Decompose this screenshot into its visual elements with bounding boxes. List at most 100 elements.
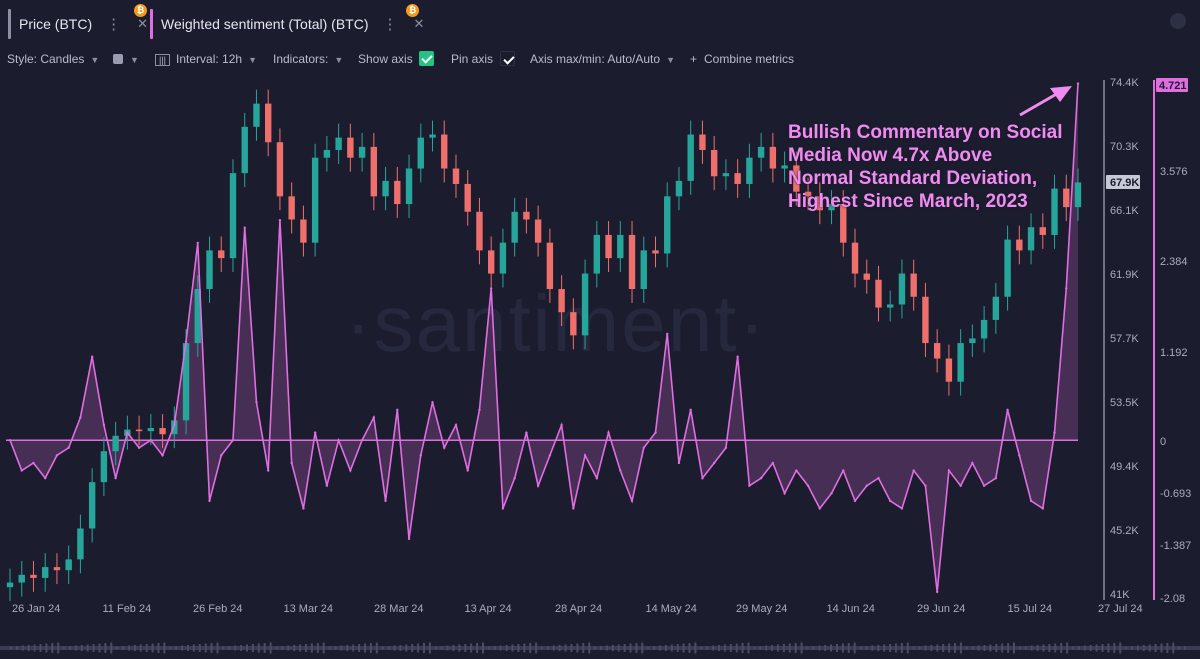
color-dropdown[interactable]: ▼	[124, 52, 139, 66]
price-candle	[6, 568, 14, 602]
price-candle	[769, 132, 777, 183]
candle-body	[358, 146, 366, 158]
navigator-bar	[706, 646, 709, 650]
candle-body	[476, 211, 483, 251]
scrollbar-strip[interactable]	[0, 632, 1200, 659]
candle-body	[487, 250, 495, 274]
settings-toggle-icon[interactable]	[1170, 13, 1186, 29]
price-candle	[206, 236, 213, 303]
price-candle	[77, 514, 84, 574]
price-candle	[1027, 213, 1035, 265]
price-candle	[628, 221, 636, 303]
candle-body	[300, 219, 307, 243]
navigator-bar	[452, 645, 455, 651]
price-candle	[781, 151, 788, 183]
candle-body	[804, 191, 812, 197]
navigator-bar	[387, 646, 390, 650]
sentiment-point	[161, 454, 164, 457]
price-candle	[194, 275, 201, 357]
sentiment-point	[842, 469, 845, 472]
navigator-bar	[411, 644, 414, 652]
navigator-bar	[1048, 644, 1051, 652]
price-candle	[487, 236, 495, 288]
navigator-bar	[936, 644, 939, 652]
tab-weighted-sentiment[interactable]: Weighted sentiment (Total) (BTC) ⋮ ✕	[150, 8, 424, 40]
navigator-bar	[340, 645, 343, 651]
navigator-bar	[924, 645, 927, 651]
show-axis-checkbox[interactable]	[419, 51, 434, 66]
navigator-bar	[128, 645, 130, 651]
sentiment-point	[583, 454, 587, 457]
price-candle	[229, 159, 237, 273]
current-sentiment-label: 4.721	[1159, 80, 1187, 92]
price-candle	[887, 290, 894, 322]
candle-body	[464, 183, 471, 212]
annotation-arrow	[1019, 86, 1072, 117]
navigator-bar	[346, 645, 349, 651]
annotation-line: Normal Standard Deviation,	[788, 168, 1038, 189]
navigator-bar	[381, 646, 384, 650]
navigator-bar	[434, 646, 437, 650]
candle-body	[182, 343, 190, 421]
navigator-bar	[959, 642, 962, 654]
navigator-bar	[818, 645, 821, 651]
more-options-icon[interactable]: ⋮	[382, 16, 398, 33]
indicators-dropdown[interactable]: Indicators: ▼	[273, 52, 343, 66]
sentiment-point	[431, 401, 434, 404]
x-tick-label: 27 Jul 24	[1098, 603, 1143, 615]
navigator-bar	[1172, 642, 1175, 654]
navigator-bar	[1013, 642, 1015, 654]
axis-maxmin-dropdown[interactable]: Axis max/min: Auto/Auto ▼	[530, 52, 675, 66]
candle-body	[1039, 227, 1046, 235]
navigator-bar	[853, 642, 856, 654]
navigator-bar	[942, 644, 945, 652]
interval-label: Interval: 12h	[176, 52, 243, 66]
axis-maxmin-label: Axis max/min: Auto/Auto	[530, 52, 661, 66]
price-tick-label: 45.2K	[1110, 525, 1139, 537]
close-icon[interactable]: ✕	[137, 16, 149, 31]
navigator-bar	[33, 644, 36, 652]
sentiment-point	[736, 355, 739, 358]
navigator-bar	[216, 642, 219, 654]
price-candle	[159, 414, 166, 449]
candle-body	[206, 250, 213, 290]
combine-metrics-button[interactable]: + Combine metrics	[690, 52, 794, 66]
sentiment-point	[654, 431, 657, 434]
price-candle	[793, 151, 800, 206]
navigator-bar	[836, 644, 838, 652]
more-options-icon[interactable]: ⋮	[106, 16, 122, 33]
pin-axis-checkbox[interactable]	[500, 51, 515, 66]
style-dropdown[interactable]: Style: Candles ▼	[7, 52, 99, 66]
sentiment-point	[266, 469, 270, 472]
tab-label: Weighted sentiment (Total) (BTC)	[161, 16, 369, 32]
navigator-bar	[198, 644, 201, 652]
sentiment-point	[102, 423, 106, 427]
candle-body	[933, 343, 941, 359]
navigator-bar	[98, 643, 101, 653]
navigator-bar	[21, 645, 24, 651]
x-tick-label: 15 Jul 24	[1008, 603, 1053, 615]
navigator-bar	[759, 646, 762, 650]
sentiment-point	[619, 469, 622, 472]
candle-body	[605, 234, 612, 259]
tab-price-btc[interactable]: Price (BTC) ⋮ ✕	[8, 8, 148, 40]
sentiment-point	[20, 469, 23, 472]
current-price-label: 67.9K	[1110, 177, 1139, 189]
navigator-bar	[1054, 643, 1057, 653]
candle-body	[229, 173, 237, 259]
price-candle	[499, 228, 507, 288]
color-swatch-icon[interactable]	[113, 54, 123, 64]
interval-dropdown[interactable]: ||| Interval: 12h ▼	[155, 52, 257, 66]
navigator-bar	[1007, 643, 1010, 653]
navigator-bar	[104, 643, 107, 653]
close-icon[interactable]: ✕	[413, 16, 425, 31]
price-candle	[42, 553, 49, 592]
candle-body	[570, 312, 577, 336]
candle-body	[394, 180, 401, 205]
navigator-bar	[39, 644, 42, 652]
navigator-bar	[694, 642, 697, 654]
navigator-bar	[440, 646, 443, 650]
sentiment-point	[501, 507, 505, 510]
sentiment-point	[44, 476, 47, 480]
